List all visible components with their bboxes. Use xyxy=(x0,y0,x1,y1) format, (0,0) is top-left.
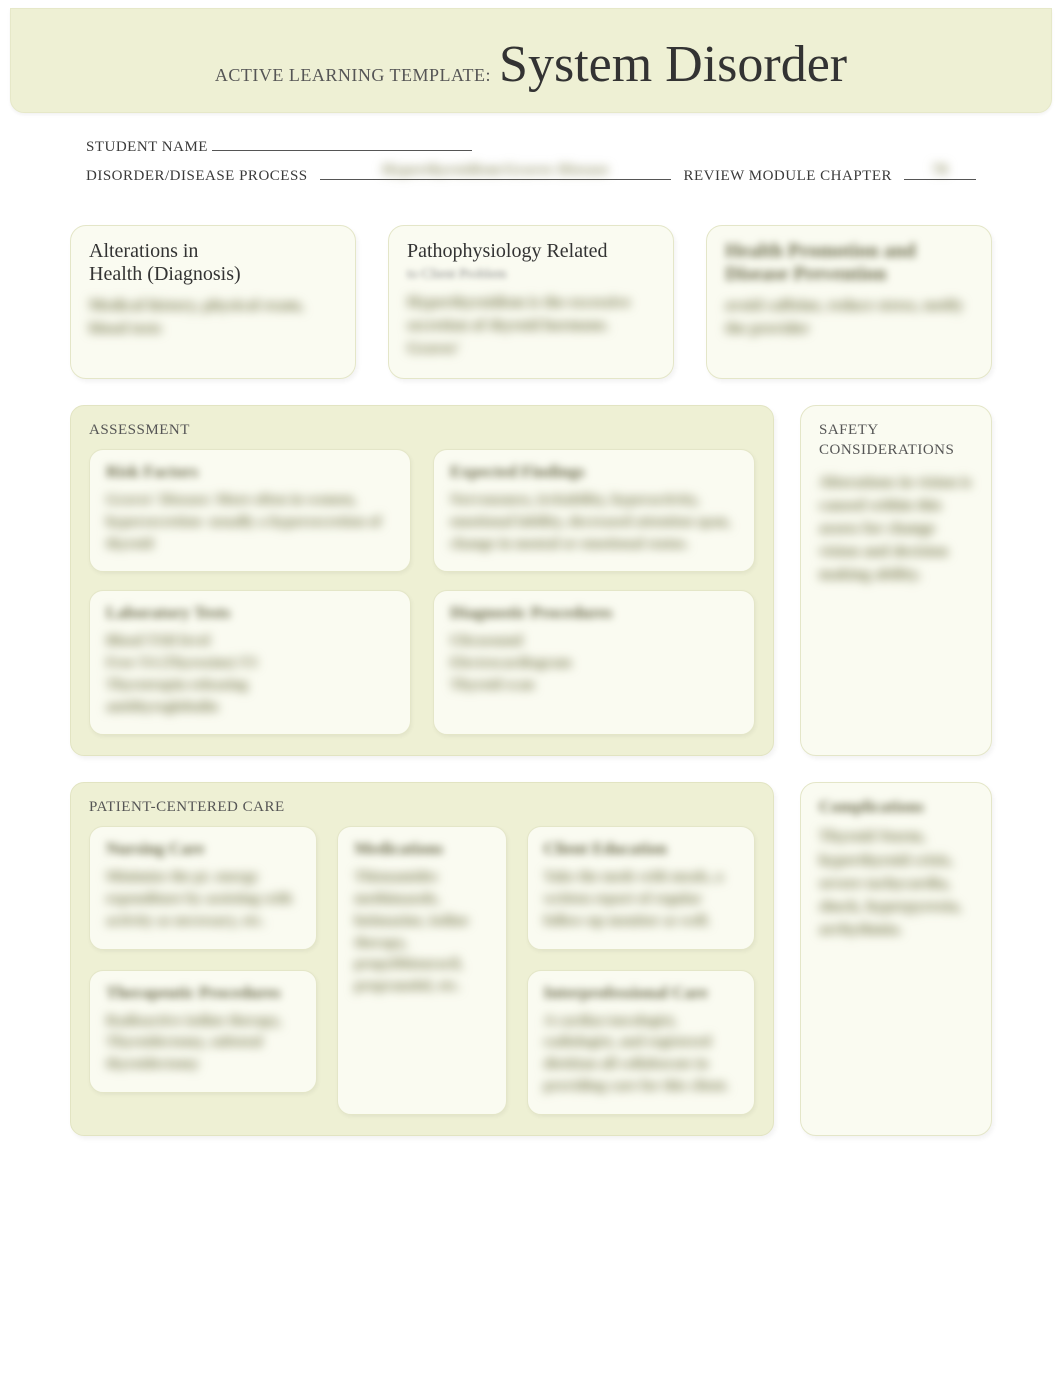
promo-body: avoid caffeine, reduce stress, notify th… xyxy=(725,294,973,340)
risk-card: Risk Factors Graves' Disease: More often… xyxy=(89,449,411,572)
therapeutic-body: Radioactive iodine therapy, Thyroidectom… xyxy=(106,1011,300,1076)
pathophys-title: Pathophysiology Related xyxy=(407,240,655,263)
alterations-title-l2: Health (Diagnosis) xyxy=(89,263,241,285)
expected-title: Expected Findings xyxy=(450,462,738,482)
chapter-field[interactable]: 78 xyxy=(904,164,976,180)
student-name-label: STUDENT NAME xyxy=(86,139,208,155)
edu-body: Take the meds with meals, a written repo… xyxy=(544,867,738,932)
template-label: ACTIVE LEARNING TEMPLATE: xyxy=(215,65,491,86)
meds-title: Medications xyxy=(354,839,489,859)
chapter-value: 78 xyxy=(932,162,948,179)
nursing-title: Nursing Care xyxy=(106,839,300,859)
student-name-field[interactable] xyxy=(212,135,472,151)
inter-card: Interprofessional Care A cardiac/oncolog… xyxy=(527,970,755,1115)
content: Alterations in Health (Diagnosis) Medica… xyxy=(0,195,1062,1136)
promo-title: Health Promotion and Disease Prevention xyxy=(725,240,973,286)
labs-card: Laboratory Tests Blood TSH level Free T4… xyxy=(89,590,411,735)
alterations-title-l1: Alterations in xyxy=(89,240,198,262)
diag-title: Diagnostic Procedures xyxy=(450,603,738,623)
expected-card: Expected Findings Nervousness, irritabil… xyxy=(433,449,755,572)
page: ACTIVE LEARNING TEMPLATE: System Disorde… xyxy=(0,8,1062,1385)
nursing-card: Nursing Care Minimize the pt. energy exp… xyxy=(89,826,317,949)
disorder-value: Hyperthyroidism/Graves Disease xyxy=(382,162,609,179)
edu-title: Client Education xyxy=(544,839,738,859)
inter-title: Interprofessional Care xyxy=(544,983,738,1003)
alterations-card: Alterations in Health (Diagnosis) Medica… xyxy=(70,225,356,380)
complications-card: Complications Thyroid Storm, hyperthyroi… xyxy=(800,782,992,1135)
disorder-field[interactable]: Hyperthyroidism/Graves Disease xyxy=(320,164,672,180)
complications-body: Thyroid Storm, hyperthyroid crisis, seve… xyxy=(819,825,973,941)
template-title: System Disorder xyxy=(499,35,847,94)
assessment-group: ASSESSMENT Risk Factors Graves' Disease:… xyxy=(70,405,774,756)
therapeutic-title: Therapeutic Procedures xyxy=(106,983,300,1003)
safety-card: SAFETY CONSIDERATIONS Alterations in vis… xyxy=(800,405,992,756)
safety-body: Alterations in vision is caused within t… xyxy=(819,471,973,587)
labs-title: Laboratory Tests xyxy=(106,603,394,623)
risk-title: Risk Factors xyxy=(106,462,394,482)
pathophys-sub: to Client Problem xyxy=(407,267,655,283)
complications-title: Complications xyxy=(819,797,973,817)
disorder-label: DISORDER/DISEASE PROCESS xyxy=(86,168,308,185)
expected-body: Nervousness, irritability, hyperactivity… xyxy=(450,490,738,555)
pc-section: PATIENT-CENTERED CARE Nursing Care Minim… xyxy=(70,782,992,1135)
pcc-group: PATIENT-CENTERED CARE Nursing Care Minim… xyxy=(70,782,774,1135)
pathophys-body: Hyperthyroidism is the excessive secreti… xyxy=(407,291,655,361)
pathophys-card: Pathophysiology Related to Client Proble… xyxy=(388,225,674,380)
meds-card: Medications Thionamides methimazole, lut… xyxy=(337,826,506,1114)
diag-card: Diagnostic Procedures Ultrasound Electro… xyxy=(433,590,755,735)
labs-body: Blood TSH level Free T4 (Thyroxine) T3 T… xyxy=(106,631,394,718)
assessment-label: ASSESSMENT xyxy=(89,422,755,439)
nursing-body: Minimize the pt. energy expenditure by a… xyxy=(106,867,300,932)
promo-card: Health Promotion and Disease Prevention … xyxy=(706,225,992,380)
meta-block: STUDENT NAME DISORDER/DISEASE PROCESS Hy… xyxy=(0,113,1062,195)
safety-label: SAFETY CONSIDERATIONS xyxy=(819,420,973,461)
therapeutic-card: Therapeutic Procedures Radioactive iodin… xyxy=(89,970,317,1093)
alterations-body: Medical history, physical exam, blood te… xyxy=(89,294,337,340)
meds-body: Thionamides methimazole, lutimazine, iod… xyxy=(354,867,489,998)
alterations-title: Alterations in Health (Diagnosis) xyxy=(89,240,337,286)
header-band: ACTIVE LEARNING TEMPLATE: System Disorde… xyxy=(10,8,1052,113)
inter-body: A cardiac/oncologist, radiologist, and r… xyxy=(544,1011,738,1098)
top-row: Alterations in Health (Diagnosis) Medica… xyxy=(70,225,992,380)
pcc-label: PATIENT-CENTERED CARE xyxy=(89,799,755,816)
edu-card: Client Education Take the meds with meal… xyxy=(527,826,755,949)
mid-section: ASSESSMENT Risk Factors Graves' Disease:… xyxy=(70,405,992,756)
risk-body: Graves' Disease: More often in women, hy… xyxy=(106,490,394,555)
chapter-label: REVIEW MODULE CHAPTER xyxy=(683,168,892,185)
diag-body: Ultrasound Electrocardiogram Thyroid sca… xyxy=(450,631,738,696)
